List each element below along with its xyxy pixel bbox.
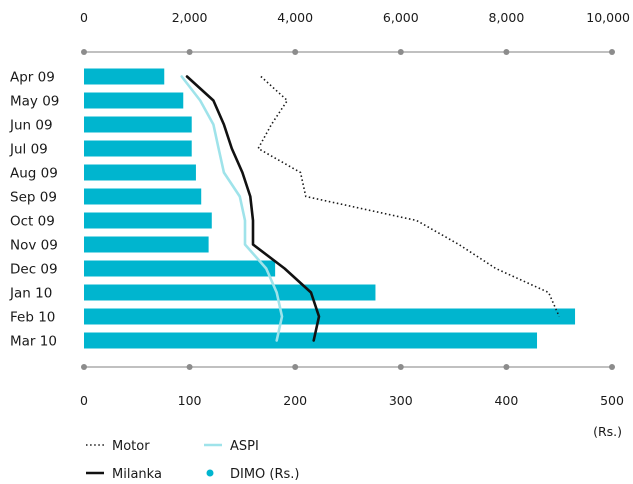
category-label: Dec 09	[10, 262, 58, 278]
legend: Motor ASPI Milanka DIMO (Rs.)	[86, 439, 300, 482]
legend-aspi-label: ASPI	[230, 439, 259, 454]
top-axis-tick-label: 8,000	[489, 10, 525, 25]
lines	[180, 75, 560, 342]
bar-dimo	[84, 308, 576, 325]
bottom-axis-tick-dot	[292, 364, 299, 370]
bars	[84, 68, 576, 349]
top-axis-tick-dot	[503, 49, 510, 55]
top-axis-tick-label: 2,000	[172, 10, 208, 25]
top-axis-tick-dot	[397, 49, 404, 55]
bar-dimo	[84, 140, 192, 157]
bottom-axis-unit: (Rs.)	[593, 424, 622, 439]
line-milanka	[185, 75, 321, 342]
category-label: Mar 10	[10, 334, 57, 350]
category-label: Nov 09	[10, 238, 58, 254]
bar-dimo	[84, 164, 196, 181]
bar-dimo	[84, 68, 165, 85]
bottom-axis-tick-label: 400	[494, 393, 518, 408]
legend-dimo-marker	[206, 469, 214, 477]
bottom-axis-tick-label: 0	[80, 393, 88, 408]
bar-dimo	[84, 92, 184, 109]
top-axis-tick-dot	[81, 49, 87, 55]
bar-dimo	[84, 188, 202, 205]
top-axis-tick-dot	[292, 49, 299, 55]
bar-dimo	[84, 212, 212, 229]
bar-dimo	[84, 116, 192, 133]
category-labels: Apr 09 May 09 Jun 09 Jul 09 Aug 09 Sep 09 Oct …	[9, 70, 59, 350]
bar-dimo	[84, 260, 276, 277]
top-axis-tick-dot	[186, 49, 193, 55]
category-label: Jan 10	[9, 286, 52, 302]
bar-dimo	[84, 284, 376, 301]
bottom-axis-tick-dot	[186, 364, 193, 370]
top-axis-tick-label: 6,000	[383, 10, 419, 25]
bottom-axis-tick-dot	[503, 364, 510, 370]
legend-milanka-label: Milanka	[112, 467, 162, 482]
top-axis-tick-label: 4,000	[277, 10, 313, 25]
bottom-axis: 0 100 200 300 400 500 (Rs.)	[80, 364, 624, 439]
legend-motor-label: Motor	[112, 439, 150, 454]
bar-dimo	[84, 332, 538, 349]
line-motor	[257, 75, 560, 317]
bottom-axis-tick-dot	[609, 364, 615, 370]
bar-dimo	[84, 236, 209, 253]
top-axis-tick-label: 10,000	[586, 10, 630, 25]
category-label: Jul 09	[9, 142, 48, 158]
bottom-axis-tick-label: 300	[389, 393, 413, 408]
legend-dimo-label: DIMO (Rs.)	[230, 467, 300, 482]
bottom-axis-tick-label: 200	[283, 393, 307, 408]
category-label: Jun 09	[9, 118, 53, 134]
bottom-axis-tick-dot	[81, 364, 87, 370]
category-label: Oct 09	[10, 214, 55, 230]
category-label: Aug 09	[10, 166, 58, 182]
bottom-axis-tick-label: 500	[600, 393, 624, 408]
top-axis: 0 2,000 4,000 6,000 8,000 10,000	[80, 10, 630, 55]
top-axis-tick-label: 0	[80, 10, 88, 25]
bottom-axis-tick-label: 100	[178, 393, 202, 408]
category-label: Feb 10	[10, 310, 55, 326]
line-aspi	[180, 75, 284, 342]
bottom-axis-tick-dot	[397, 364, 404, 370]
category-label: Sep 09	[10, 190, 57, 206]
category-label: May 09	[10, 94, 59, 110]
category-label: Apr 09	[10, 70, 55, 86]
top-axis-tick-dot	[609, 49, 615, 55]
